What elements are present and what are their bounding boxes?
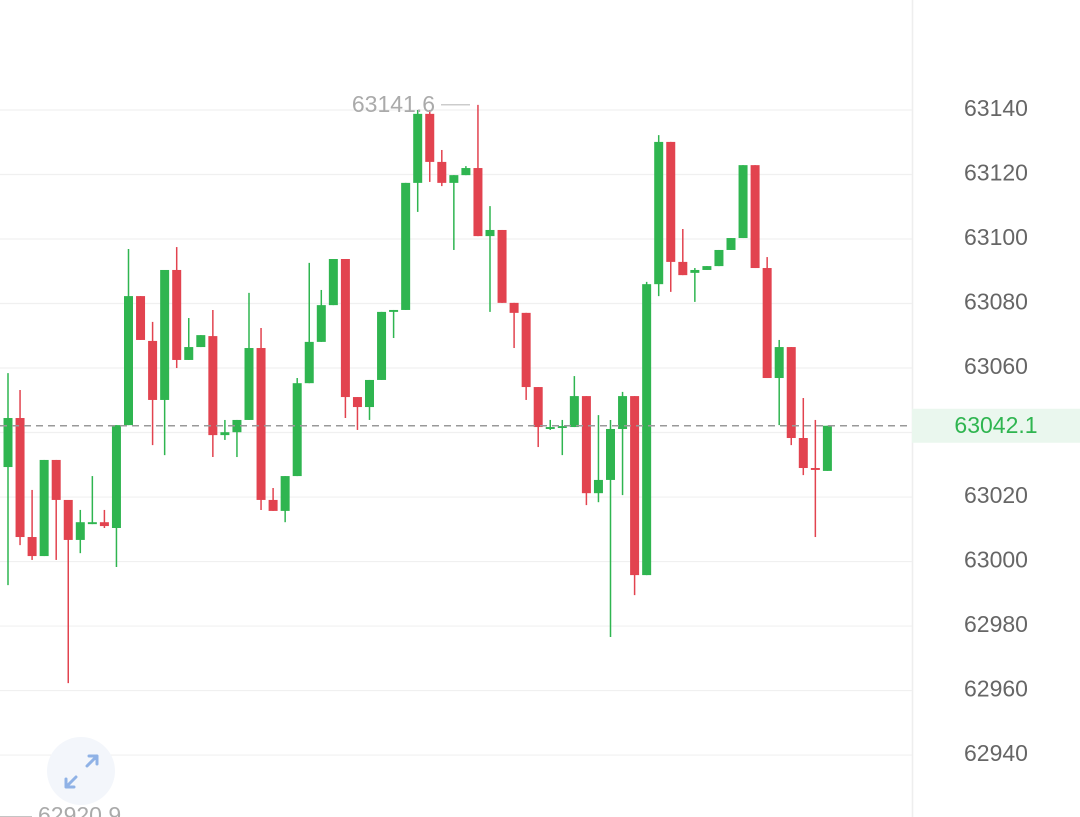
candle-body — [220, 432, 230, 436]
candle-body — [738, 165, 748, 239]
candle-body — [581, 396, 591, 494]
candle-body — [304, 341, 314, 384]
candle-body — [762, 268, 772, 379]
candle-body — [377, 311, 387, 380]
candle-body — [51, 459, 61, 500]
candle-body — [437, 161, 447, 183]
expand-icon — [64, 754, 99, 789]
candle-body — [810, 468, 820, 470]
candle-body — [726, 238, 736, 250]
candle-body — [557, 426, 567, 429]
expand-button-bg — [47, 737, 115, 805]
candle-body — [196, 335, 206, 348]
candle-body — [461, 168, 471, 176]
candle-body — [160, 269, 170, 400]
candle-body — [136, 296, 146, 340]
y-tick-label: 63100 — [964, 224, 1028, 250]
candle-body — [111, 425, 121, 529]
candles — [3, 104, 832, 684]
candle-body — [75, 522, 85, 540]
candle-body — [15, 418, 25, 538]
high-marker-label: 63141.6 — [352, 91, 435, 117]
candle-body — [714, 249, 724, 267]
candle-body — [642, 284, 652, 576]
y-tick-label: 63120 — [964, 160, 1028, 186]
candle-body — [630, 396, 640, 576]
candle-body — [473, 168, 483, 237]
candle-body — [702, 266, 712, 270]
candle-body — [365, 379, 374, 408]
expand-button[interactable] — [47, 737, 115, 805]
candle-body — [569, 396, 579, 428]
price-axis-panel — [912, 0, 1080, 817]
candle-body — [184, 347, 194, 360]
candle-body — [401, 182, 411, 310]
candle-body — [39, 459, 49, 557]
candle-body — [497, 229, 507, 303]
candle-body — [244, 348, 254, 420]
candle-body — [389, 309, 399, 312]
low-marker-label: 62920.9 — [38, 802, 121, 817]
candle-body — [786, 347, 796, 439]
candle-body — [654, 141, 664, 285]
candle-body — [256, 348, 266, 500]
y-tick-label: 62940 — [964, 740, 1028, 766]
candle-body — [545, 427, 555, 429]
candle-body — [268, 499, 278, 511]
candle-body — [425, 113, 435, 162]
candle-body — [798, 438, 808, 469]
candle-body — [3, 418, 13, 468]
candle-body — [328, 259, 338, 306]
y-tick-label: 62980 — [964, 611, 1028, 637]
candle-body — [666, 141, 676, 262]
candle-body — [618, 396, 628, 429]
candle-body — [521, 312, 531, 388]
candle-body — [63, 499, 73, 540]
grid — [0, 109, 912, 756]
candle-body — [124, 296, 133, 426]
candle-body — [87, 522, 97, 525]
candle-body — [292, 383, 302, 477]
candle-body — [750, 165, 760, 269]
candle-body — [340, 259, 350, 398]
last-price-label: 63042.1 — [954, 412, 1037, 438]
candle-body — [593, 479, 603, 494]
y-tick-label: 63000 — [964, 547, 1028, 573]
candle-body — [172, 269, 182, 360]
candle-body — [99, 522, 109, 527]
candle-body — [449, 175, 459, 183]
candle-body — [208, 336, 218, 436]
candle-body — [606, 428, 615, 480]
candle-body — [509, 302, 519, 313]
candle-body — [533, 387, 543, 428]
candle-body — [678, 261, 688, 276]
candle-body — [148, 340, 158, 400]
candle-body — [232, 419, 242, 433]
candle-body — [774, 347, 784, 379]
candle-body — [485, 229, 495, 237]
candle-body — [413, 113, 423, 183]
candle-body — [352, 397, 362, 408]
y-tick-label: 63060 — [964, 353, 1028, 379]
candle-body — [280, 476, 290, 511]
y-tick-label: 63140 — [964, 95, 1028, 121]
y-tick-label: 63080 — [964, 289, 1028, 315]
y-tick-label: 63020 — [964, 482, 1028, 508]
candle-body — [27, 537, 37, 557]
candle-body — [690, 269, 700, 273]
y-tick-label: 62960 — [964, 676, 1028, 702]
last-price-bg — [912, 408, 1080, 443]
candle-body — [316, 305, 326, 342]
candle-body — [822, 425, 832, 471]
